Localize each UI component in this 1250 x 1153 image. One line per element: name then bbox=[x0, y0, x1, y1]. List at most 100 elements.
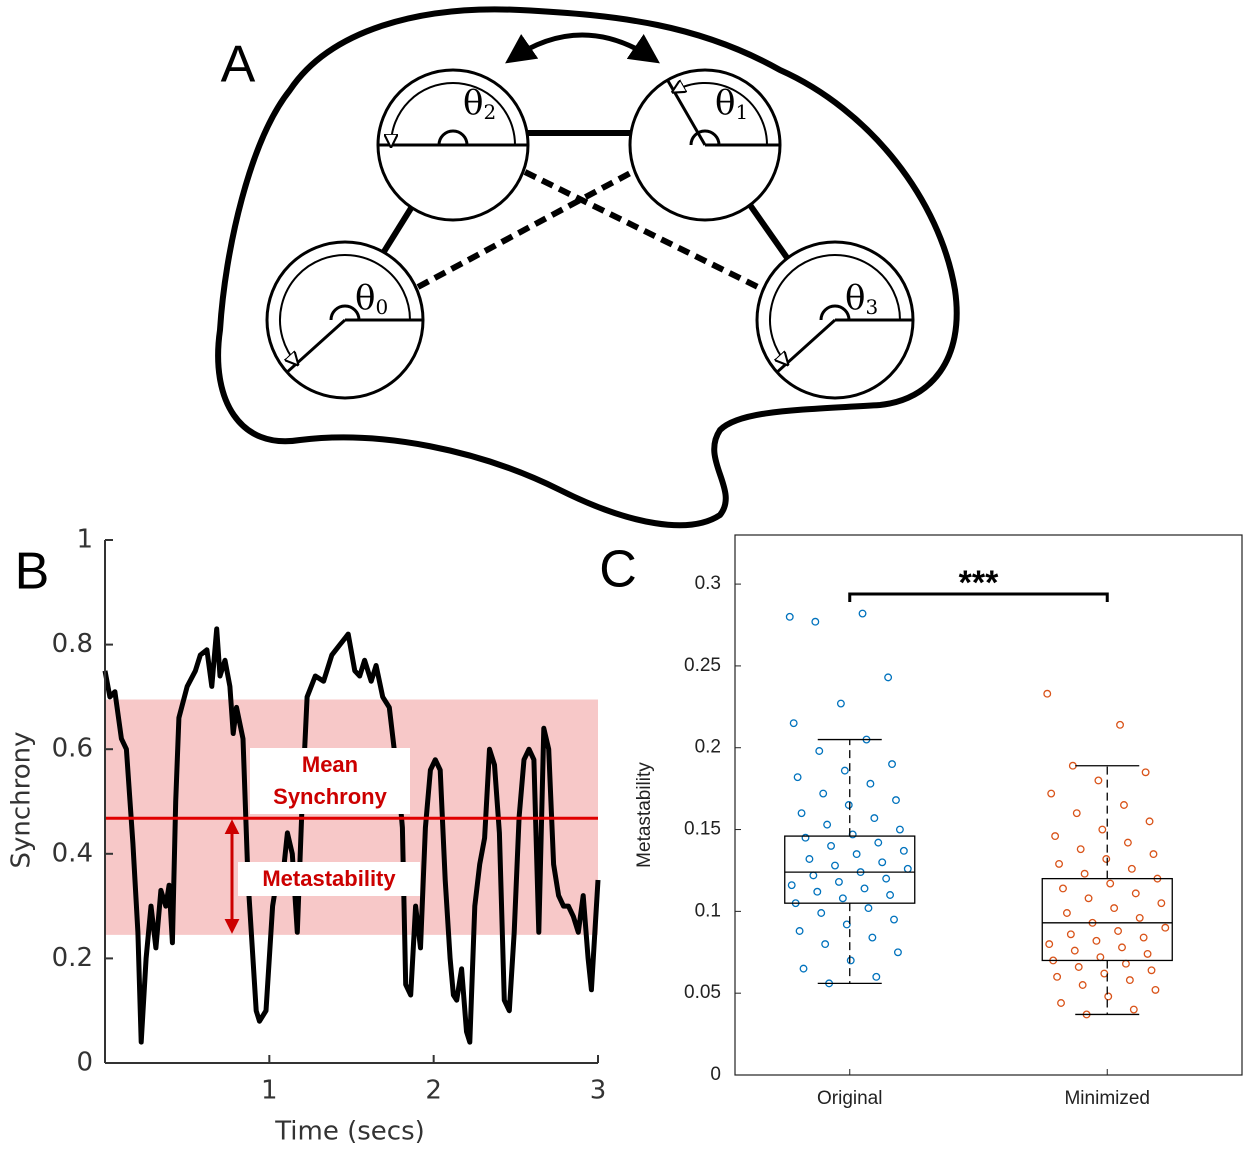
point bbox=[1104, 992, 1113, 1001]
point bbox=[868, 933, 877, 942]
y-tick-label: 0.6 bbox=[52, 734, 93, 764]
double-arrow bbox=[505, 32, 660, 64]
point bbox=[860, 884, 869, 893]
box bbox=[1041, 877, 1173, 962]
node-symbol: θ bbox=[355, 278, 375, 318]
point bbox=[1151, 985, 1160, 994]
x-tick-label: 3 bbox=[590, 1076, 607, 1106]
point bbox=[827, 841, 836, 850]
point bbox=[795, 927, 804, 935]
point bbox=[801, 833, 810, 842]
y-tick-label: 0.2 bbox=[695, 737, 721, 758]
phase-arc bbox=[769, 254, 901, 363]
y-tick-label: 0 bbox=[710, 1064, 721, 1085]
point bbox=[815, 747, 824, 755]
point bbox=[797, 809, 806, 818]
plot-frame bbox=[734, 534, 1243, 1076]
label-box bbox=[238, 862, 420, 896]
significance-bracket bbox=[848, 592, 1109, 602]
brain-outline bbox=[215, 6, 960, 529]
point bbox=[1121, 959, 1130, 968]
point bbox=[903, 864, 912, 873]
point bbox=[1096, 953, 1105, 962]
node-label: θ3 bbox=[845, 278, 878, 319]
point bbox=[799, 964, 808, 973]
point bbox=[1131, 889, 1140, 898]
point bbox=[1127, 864, 1136, 873]
point bbox=[1116, 720, 1124, 729]
point bbox=[1129, 1005, 1138, 1014]
point bbox=[884, 673, 893, 682]
point bbox=[846, 956, 855, 965]
node-label: θ2 bbox=[463, 83, 496, 124]
point bbox=[874, 838, 883, 847]
point bbox=[821, 940, 830, 949]
point bbox=[819, 789, 828, 798]
x-tick-label: Original bbox=[817, 1088, 882, 1109]
panel-label: B bbox=[15, 543, 50, 601]
point bbox=[1078, 981, 1087, 989]
point bbox=[1106, 879, 1115, 888]
y-tick-label: 1 bbox=[76, 525, 93, 555]
point bbox=[1114, 927, 1123, 935]
node-label: θ0 bbox=[355, 278, 388, 319]
point bbox=[1094, 776, 1103, 785]
center-arc bbox=[819, 304, 851, 321]
point bbox=[866, 779, 875, 788]
point bbox=[1080, 869, 1089, 878]
annotation: Mean bbox=[302, 752, 358, 777]
point bbox=[831, 861, 839, 870]
point bbox=[858, 609, 867, 618]
x-tick-label: Minimized bbox=[1064, 1088, 1150, 1109]
y-axis-label: Synchrony bbox=[7, 731, 37, 868]
point bbox=[1143, 949, 1152, 958]
point bbox=[1074, 963, 1083, 971]
point bbox=[844, 801, 853, 809]
node-index: 0 bbox=[375, 295, 388, 319]
point bbox=[895, 825, 904, 834]
oscillator: θ3 bbox=[755, 240, 915, 400]
point bbox=[899, 846, 908, 855]
point bbox=[1051, 832, 1060, 841]
line bbox=[102, 626, 601, 1045]
point bbox=[890, 915, 898, 924]
y-tick-label: 0 bbox=[76, 1048, 93, 1078]
node-symbol: θ bbox=[463, 83, 483, 123]
point bbox=[1092, 936, 1101, 945]
point bbox=[1076, 845, 1085, 854]
point bbox=[793, 773, 802, 782]
point bbox=[1149, 850, 1158, 859]
point bbox=[811, 617, 820, 626]
x-tick-label: 2 bbox=[425, 1076, 442, 1106]
point bbox=[789, 719, 798, 728]
node-index: 2 bbox=[483, 100, 496, 124]
point bbox=[840, 766, 849, 775]
oscillator: θ0 bbox=[265, 240, 425, 400]
node-label: θ1 bbox=[715, 83, 748, 124]
plots: Mean Synchrony Metastability 0 0.2 0.4 0.6 0.8 1… bbox=[7, 525, 1243, 1147]
y-tick-label: 0.2 bbox=[52, 943, 93, 973]
point bbox=[1123, 838, 1132, 847]
significance-label: *** bbox=[959, 564, 999, 602]
point bbox=[852, 850, 861, 859]
y-tick-label: 0.4 bbox=[52, 838, 93, 868]
point bbox=[1125, 976, 1134, 985]
node-index: 3 bbox=[865, 295, 878, 319]
point bbox=[870, 814, 879, 823]
point bbox=[1139, 933, 1148, 942]
point bbox=[1157, 899, 1166, 908]
point bbox=[1053, 972, 1062, 981]
x-tick-label: 1 bbox=[261, 1076, 278, 1106]
point bbox=[1045, 940, 1054, 949]
point bbox=[842, 920, 851, 929]
point bbox=[1062, 909, 1071, 917]
annotation: Synchrony bbox=[273, 784, 387, 809]
point bbox=[1118, 943, 1126, 952]
y-tick-label: 0.8 bbox=[52, 629, 93, 659]
point bbox=[1141, 768, 1150, 777]
box bbox=[784, 835, 916, 904]
point bbox=[1161, 923, 1170, 932]
y-tick-label: 0.05 bbox=[684, 982, 721, 1003]
